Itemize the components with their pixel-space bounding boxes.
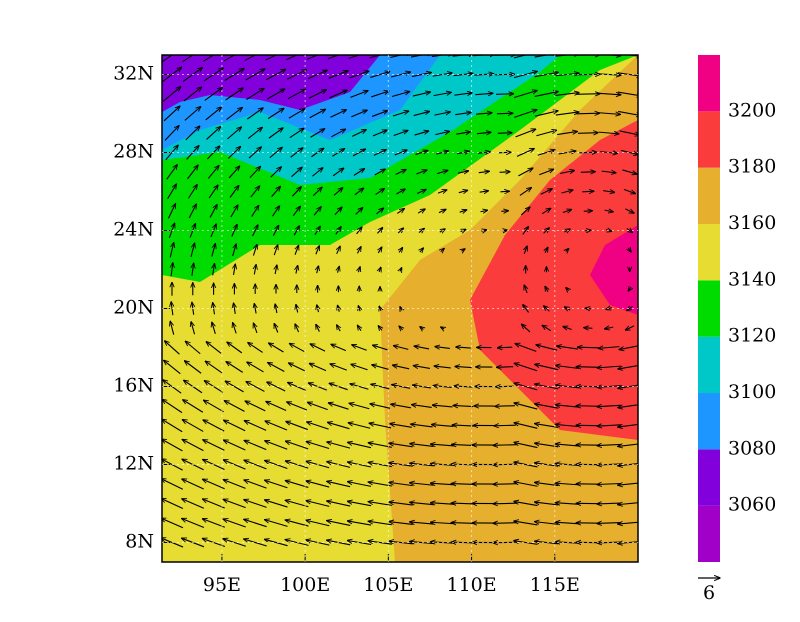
wind-vector — [494, 425, 516, 426]
wind-vector — [500, 172, 511, 173]
wind-vector — [582, 191, 594, 192]
field — [161, 48, 642, 562]
wind-vector — [576, 94, 600, 95]
wind-vector — [577, 113, 600, 114]
colorbar-swatch — [698, 168, 720, 224]
x-tick-label: 115E — [530, 574, 580, 596]
colorbar-label: 3080 — [728, 437, 776, 459]
wind-vector — [576, 406, 600, 407]
colorbar: 3060 3080 3100 3120 3140 3160 3180 3200 — [698, 55, 776, 562]
wind-vector — [496, 94, 514, 95]
colorbar-swatch — [698, 111, 720, 167]
wind-vector — [500, 191, 509, 192]
wind-vector — [498, 133, 512, 134]
colorbar-label: 3160 — [728, 212, 776, 234]
y-tick-label: 12N — [113, 453, 154, 475]
x-tick-label: 105E — [363, 574, 413, 596]
colorbar-label: 3120 — [728, 325, 776, 347]
y-tick-label: 8N — [125, 531, 154, 553]
x-tick-label: 100E — [280, 574, 330, 596]
colorbar-swatch — [698, 55, 720, 111]
wind-vector — [584, 211, 593, 212]
wind-vector — [493, 523, 517, 524]
colorbar-label: 3060 — [728, 494, 776, 516]
colorbar-swatch — [698, 506, 720, 562]
y-tick-label: 16N — [113, 375, 154, 397]
y-tick-label: 28N — [113, 141, 154, 163]
colorbar-swatch — [698, 337, 720, 393]
colorbar-label: 3200 — [728, 99, 776, 121]
wind-vector — [497, 367, 514, 368]
wind-vector — [578, 347, 599, 348]
colorbar-swatch — [698, 449, 720, 505]
colorbar-swatch — [698, 280, 720, 336]
colorbar-label: 3180 — [728, 156, 776, 178]
y-tick-label: 32N — [113, 63, 154, 85]
colorbar-label: 3100 — [728, 381, 776, 403]
wind-vector — [493, 484, 517, 485]
wind-vector — [493, 503, 517, 504]
x-tick-label: 95E — [203, 574, 241, 596]
wind-vector — [576, 367, 600, 368]
colorbar-swatch — [698, 224, 720, 280]
wind-vector — [493, 445, 517, 446]
colorbar-swatch — [698, 393, 720, 449]
wind-vector — [584, 328, 593, 329]
wind-vector — [497, 113, 513, 114]
wind-vector — [495, 406, 515, 407]
wind-vector — [581, 172, 595, 173]
wind-vector — [501, 211, 508, 212]
wind-vector — [499, 152, 511, 153]
wind-vector — [578, 133, 598, 134]
wind-vector — [497, 347, 512, 348]
y-tick-label: 24N — [113, 219, 154, 241]
reference-label: 6 — [703, 582, 715, 604]
x-tick-label: 110E — [446, 574, 496, 596]
colorbar-label: 3140 — [728, 268, 776, 290]
y-tick-label: 20N — [113, 297, 154, 319]
